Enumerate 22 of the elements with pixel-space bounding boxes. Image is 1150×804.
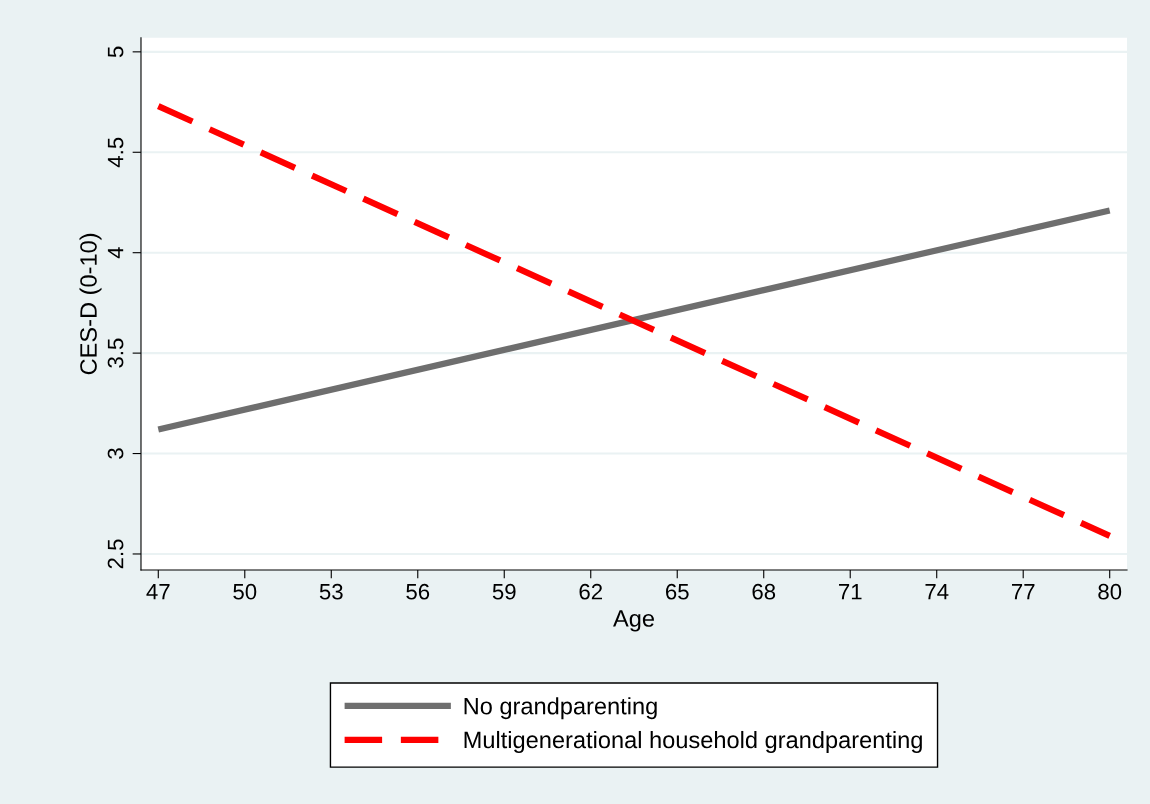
x-tick-label: 56 (406, 583, 430, 600)
x-axis-title: Age (613, 610, 654, 632)
x-tick-label: 50 (233, 583, 257, 600)
legend-label: Multigenerational household grandparenting (464, 730, 922, 753)
legend-label: No grandparenting (464, 697, 657, 720)
y-axis-title: CES-D (0-10) (79, 233, 102, 375)
y-tick-label: 4 (107, 247, 124, 259)
x-tick-label: 68 (752, 583, 776, 600)
x-tick-label: 59 (492, 583, 516, 600)
x-tick-label: 71 (839, 584, 862, 600)
x-tick-label: 62 (579, 583, 602, 600)
y-tick-label: 5 (107, 46, 124, 58)
y-tick-label: 3 (107, 448, 124, 459)
x-tick-label: 47 (146, 584, 170, 600)
y-tick-label: 2.5 (107, 539, 124, 569)
x-tick-label: 65 (666, 583, 689, 600)
y-tick-label: 4.5 (107, 137, 124, 168)
x-tick-label: 53 (319, 583, 343, 600)
x-tick-label: 74 (925, 584, 949, 600)
x-tick-label: 80 (1098, 583, 1122, 600)
y-tick-label: 3.5 (107, 338, 124, 368)
x-tick-label: 77 (1011, 584, 1035, 600)
